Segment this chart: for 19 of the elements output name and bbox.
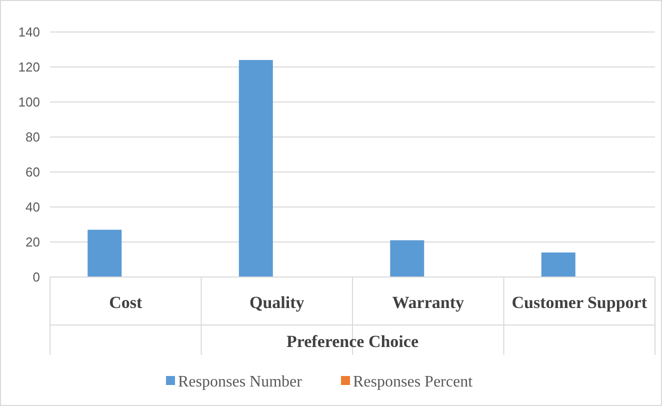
x-tick-label: Cost (109, 292, 142, 312)
x-tick-label: Quality (249, 292, 305, 312)
y-tick-label: 20 (26, 234, 40, 250)
x-tick-label: Customer Support (512, 292, 648, 312)
y-tick-label: 120 (18, 60, 40, 75)
y-tick-label: 40 (26, 200, 40, 215)
legend-label: Responses Percent (353, 374, 474, 391)
bar (238, 60, 273, 277)
x-axis-title: Preference Choice (286, 332, 419, 351)
y-tick-label: 60 (26, 164, 40, 180)
y-tick-label: 80 (26, 130, 40, 145)
bar (88, 230, 122, 277)
y-tick-label: 0 (32, 270, 40, 285)
y-tick-label: 140 (18, 24, 40, 40)
y-tick-label: 100 (18, 94, 40, 110)
legend-label: Responses Number (178, 374, 303, 391)
x-tick-label: Warranty (392, 292, 465, 312)
bar (541, 252, 576, 277)
bar (390, 240, 424, 277)
